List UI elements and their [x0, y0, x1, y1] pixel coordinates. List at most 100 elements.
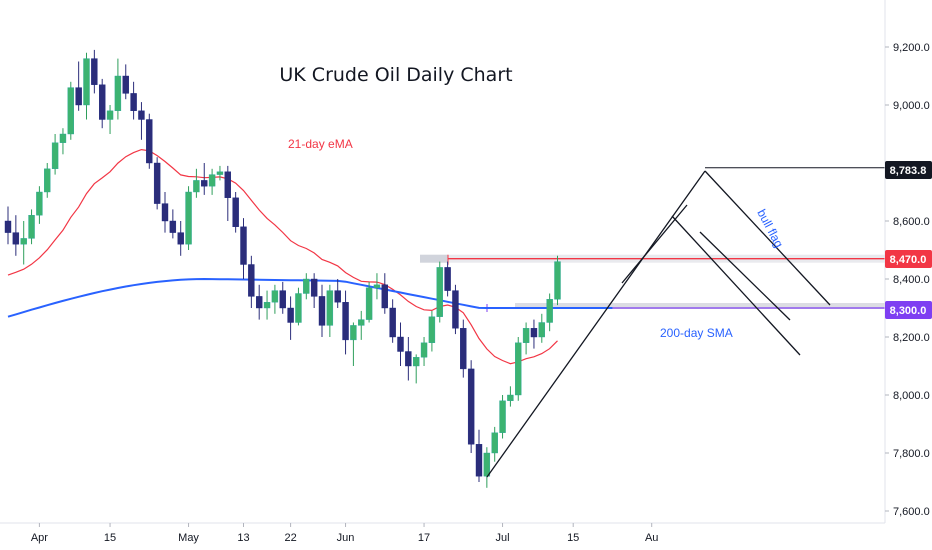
candle-body: [240, 226, 247, 265]
candle-body: [491, 432, 498, 454]
x-tick-label: 13: [237, 532, 249, 544]
candle-body: [428, 316, 436, 344]
ema-layer: [7, 148, 558, 365]
price-tags: 8,783.8 8,470.0 8,300.0: [885, 161, 932, 319]
y-tick-label: 7,600.0: [893, 506, 930, 518]
x-tick-label: Jul: [496, 532, 510, 544]
candle-body: [287, 307, 294, 323]
candle-body: [44, 168, 51, 193]
candle-body: [224, 171, 232, 198]
candle-body: [538, 322, 545, 338]
candle-body: [130, 93, 137, 112]
resistance-zone-left: [420, 254, 448, 263]
tag-8470: 8,470.0: [890, 254, 927, 266]
candle-body: [295, 293, 302, 323]
candle-body: [256, 296, 263, 309]
tag-8783: 8,783.8: [890, 165, 927, 177]
candle-body: [546, 299, 553, 323]
candle-body: [507, 394, 514, 402]
candle-body: [263, 302, 271, 309]
candle-body: [193, 180, 200, 193]
y-tick-label: 8,400.0: [893, 274, 930, 286]
candle-body: [554, 261, 561, 300]
sma-label: 200-day SMA: [660, 326, 733, 340]
tag-8470-bg: [885, 250, 932, 268]
x-tick-label: Apr: [31, 532, 48, 544]
candle-body: [342, 302, 349, 341]
candle-body: [318, 296, 326, 326]
uptrend-upper: [621, 204, 688, 284]
candle-body: [350, 325, 357, 341]
tag-8300: 8,300.0: [890, 305, 927, 317]
candle-body: [397, 336, 404, 352]
candle-body: [232, 197, 239, 228]
flag-lower: [671, 215, 801, 356]
candle-body: [185, 191, 192, 245]
trendlines: [486, 170, 831, 478]
candle-body: [499, 400, 506, 433]
candle-body: [373, 284, 381, 288]
candle-body: [475, 444, 483, 477]
candle-body: [436, 267, 443, 317]
candle-body: [444, 267, 451, 291]
candle-body: [405, 351, 412, 367]
candle-body: [248, 264, 255, 297]
candle-body: [146, 119, 153, 164]
candle-body: [4, 220, 12, 233]
candle-body: [460, 328, 467, 370]
candle-body: [51, 142, 59, 169]
candle-body: [413, 357, 420, 367]
sma-layer: [7, 277, 613, 318]
candle-body: [28, 214, 35, 239]
candle-body: [452, 290, 459, 329]
candle-body: [216, 171, 224, 175]
candle-body: [83, 58, 90, 106]
tag-8783-bg: [885, 161, 932, 179]
candle-body: [310, 278, 318, 297]
y-tick-label: 8,000.0: [893, 390, 930, 402]
x-tick-label: Au: [645, 532, 658, 544]
candle-body: [208, 174, 216, 187]
candle-body: [106, 110, 114, 120]
y-tick-label: 7,800.0: [893, 448, 930, 460]
candle-body: [365, 287, 373, 320]
candle-body: [279, 290, 286, 309]
candle-body: [67, 87, 75, 135]
chart-title: UK Crude Oil Daily Chart: [279, 64, 512, 86]
y-tick-label: 9,200.0: [893, 42, 930, 54]
candle-body: [98, 84, 106, 120]
x-tick-label: 22: [284, 532, 296, 544]
candle-body: [169, 220, 177, 233]
x-tick-label: May: [178, 532, 199, 544]
candles: [4, 49, 561, 488]
tag-8300-bg: [885, 301, 932, 319]
candle-body: [530, 328, 538, 338]
candle-body: [20, 238, 27, 245]
y-tick-label: 9,000.0: [893, 100, 930, 112]
x-tick-label: Jun: [337, 532, 355, 544]
candle-body: [201, 180, 208, 187]
x-tick-label: 17: [418, 532, 430, 544]
candle-body: [177, 232, 184, 245]
candle-body: [36, 191, 43, 216]
candle-body: [483, 452, 491, 477]
candle-body: [12, 232, 20, 245]
candle-body: [122, 75, 129, 94]
candle-body: [467, 368, 475, 445]
y-tick-label: 8,600.0: [893, 216, 930, 228]
candle-body: [153, 162, 161, 204]
candle-body: [75, 87, 82, 106]
flag-upper: [704, 170, 831, 306]
ema-line: [7, 148, 558, 365]
candle-body: [271, 290, 279, 303]
candle-body: [138, 110, 145, 120]
candle-body: [161, 203, 169, 222]
candle-body: [358, 319, 365, 326]
candle-body: [389, 307, 396, 338]
candle-body: [515, 342, 522, 396]
x-tick-label: 15: [104, 532, 116, 544]
sma-line: [7, 277, 613, 318]
